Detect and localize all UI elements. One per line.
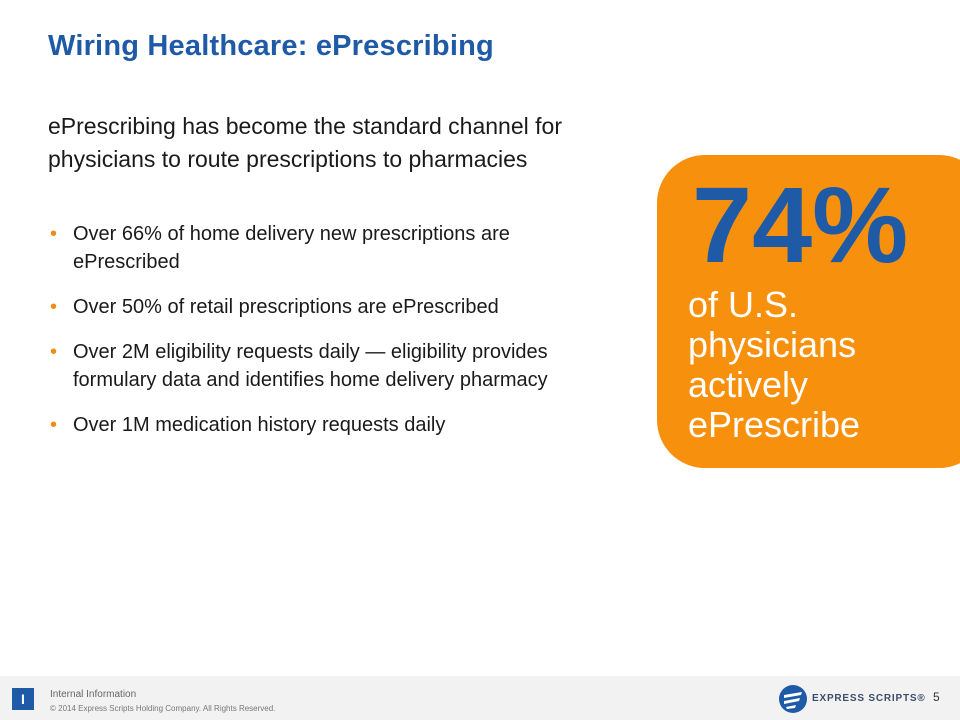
copyright-text: © 2014 Express Scripts Holding Company. … (50, 704, 276, 713)
brand-name: EXPRESS SCRIPTS® (812, 693, 926, 704)
bullet-dot-icon: • (50, 296, 58, 318)
bullet-dot-icon: • (50, 341, 58, 363)
bullet-list: • Over 66% of home delivery new prescrip… (48, 220, 588, 456)
bullet-text: Over 1M medication history requests dail… (73, 414, 446, 436)
stat-callout: 74% of U.S. physicians actively ePrescri… (657, 155, 960, 468)
bullet-item: • Over 1M medication history requests da… (48, 411, 588, 439)
page-title: Wiring Healthcare: ePrescribing (48, 30, 494, 62)
bullet-item: • Over 50% of retail prescriptions are e… (48, 293, 588, 321)
callout-stat: 74% (692, 164, 909, 285)
callout-text: of U.S. physicians actively ePrescribe (688, 284, 861, 445)
internal-information-label: Internal Information (50, 689, 137, 700)
bullet-dot-icon: • (50, 414, 58, 436)
internal-badge-icon: I (12, 688, 34, 710)
express-scripts-logo-icon (779, 685, 807, 713)
intro-text: ePrescribing has become the standard cha… (48, 113, 562, 172)
footer: I Internal Information © 2014 Express Sc… (0, 676, 960, 720)
bullet-text: Over 50% of retail prescriptions are ePr… (73, 296, 499, 318)
bullet-item: • Over 66% of home delivery new prescrip… (48, 220, 588, 276)
bullet-item: • Over 2M eligibility requests daily — e… (48, 338, 588, 394)
bullet-dot-icon: • (50, 223, 58, 245)
page-number: 5 (933, 690, 940, 704)
bullet-text: Over 2M eligibility requests daily — eli… (73, 341, 548, 391)
bullet-text: Over 66% of home delivery new prescripti… (73, 223, 510, 273)
